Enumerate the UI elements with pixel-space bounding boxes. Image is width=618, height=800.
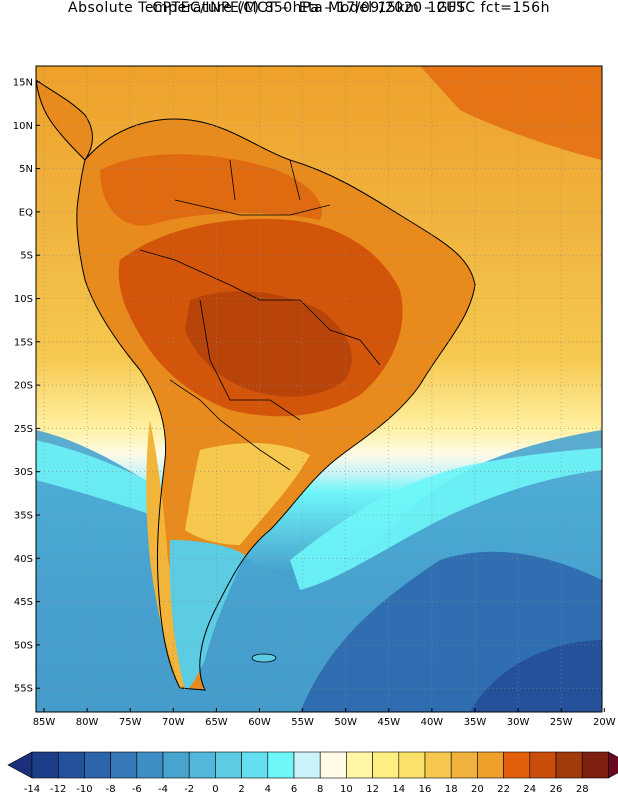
lat-label: 10N [13, 121, 33, 132]
lat-label: 15S [14, 337, 33, 348]
legend-high-arrow [608, 751, 618, 779]
legend-swatch [424, 751, 452, 779]
legend-label: 8 [317, 784, 323, 795]
legend-label: 14 [392, 784, 405, 795]
legend-swatch [529, 751, 557, 779]
lon-label: 55W [291, 717, 314, 728]
country-borders [139, 159, 381, 471]
legend-label: 16 [419, 784, 432, 795]
northern-warm [100, 154, 322, 226]
lon-label: 50W [334, 717, 357, 728]
lat-label: 55S [14, 684, 33, 695]
lon-label: 45W [377, 717, 400, 728]
legend-label: 18 [445, 784, 458, 795]
lat-label: 30S [14, 467, 33, 478]
coastline [76, 118, 476, 691]
legend-low-arrow [7, 751, 33, 779]
legend-label: 10 [340, 784, 353, 795]
legend-swatch [215, 751, 242, 779]
legend-label: -2 [184, 784, 194, 795]
legend-label: 12 [366, 784, 379, 795]
legend-label: -4 [158, 784, 168, 795]
legend-label: 0 [212, 784, 218, 795]
legend-label: 24 [523, 784, 536, 795]
chart-title-line2: Absolute Temperature (C) 850hPa – 17/09/… [68, 0, 550, 16]
legend-swatch [555, 751, 583, 779]
andes-cool [146, 420, 195, 688]
legend-label: -8 [106, 784, 116, 795]
lat-label: 20S [14, 381, 33, 392]
lon-label: 25W [550, 717, 573, 728]
legend-swatch [450, 751, 478, 779]
lon-label: 30W [507, 717, 530, 728]
falkland-islands [251, 653, 277, 663]
cyan-band-east [290, 448, 602, 590]
legend-label: 6 [291, 784, 297, 795]
lat-label: 35S [14, 511, 33, 522]
legend-swatch [110, 751, 138, 779]
pampa-mild [185, 443, 310, 545]
latitude-labels: 15N 10N 5N EQ 5S 10S 15S 20S 25S 30S 35S 40S 45S 50S 5… [13, 78, 40, 695]
legend-swatch [84, 751, 111, 779]
lat-label: 5N [19, 164, 33, 175]
lat-label: 45S [14, 597, 33, 608]
lon-label: 65W [205, 717, 228, 728]
hot-core [185, 291, 352, 397]
lon-label: 70W [162, 717, 185, 728]
legend-swatch [241, 751, 269, 779]
legend-swatch [188, 751, 216, 779]
legend-label: -10 [76, 784, 92, 795]
lat-label: 10S [14, 294, 33, 305]
legend-swatch [398, 751, 426, 779]
legend-label: -12 [50, 784, 66, 795]
lon-label: 80W [76, 717, 99, 728]
lat-label: 25S [14, 424, 33, 435]
lat-label: 40S [14, 554, 33, 565]
legend-swatch [346, 751, 373, 779]
legend-swatch [162, 751, 190, 779]
legend-swatch [477, 751, 504, 779]
legend-label: 22 [497, 784, 510, 795]
legend-swatch [267, 751, 295, 779]
legend-label: -6 [132, 784, 142, 795]
legend-swatch [581, 751, 609, 779]
map-frame [35, 65, 603, 713]
legend-label: 28 [576, 784, 589, 795]
legend-swatch [503, 751, 531, 779]
legend-label: 20 [471, 784, 484, 795]
lat-label: 15N [13, 78, 33, 89]
legend-label: -14 [24, 784, 40, 795]
legend-swatch [293, 751, 321, 779]
lon-label: 20W [593, 717, 616, 728]
legend-label: 26 [550, 784, 563, 795]
patagonia-cool [169, 540, 245, 690]
lon-label: 75W [119, 717, 142, 728]
longitude-labels: 85W 80W 75W 70W 65W 60W 55W 50W 45W 40W 35W 30W 25W 2… [33, 708, 616, 728]
legend-swatch [57, 751, 85, 779]
warm-ocean-ne [420, 66, 602, 160]
legend-swatch [319, 751, 347, 779]
lon-label: 60W [248, 717, 271, 728]
chart-title-line1: CPTEC/INPE/MCT – Eta Model 15km – GFS [152, 0, 466, 16]
lon-label: 40W [421, 717, 444, 728]
central-america [36, 79, 93, 161]
lat-label: 5S [20, 251, 33, 262]
legend-label: 4 [265, 784, 271, 795]
lat-label: 50S [14, 640, 33, 651]
lat-label: EQ [19, 207, 33, 218]
lon-label: 85W [33, 717, 56, 728]
legend-swatch [372, 751, 400, 779]
legend-label: 2 [238, 784, 244, 795]
lon-label: 35W [464, 717, 487, 728]
coldest-region [470, 640, 602, 712]
legend-swatch [31, 751, 59, 779]
legend-swatch [136, 751, 164, 779]
